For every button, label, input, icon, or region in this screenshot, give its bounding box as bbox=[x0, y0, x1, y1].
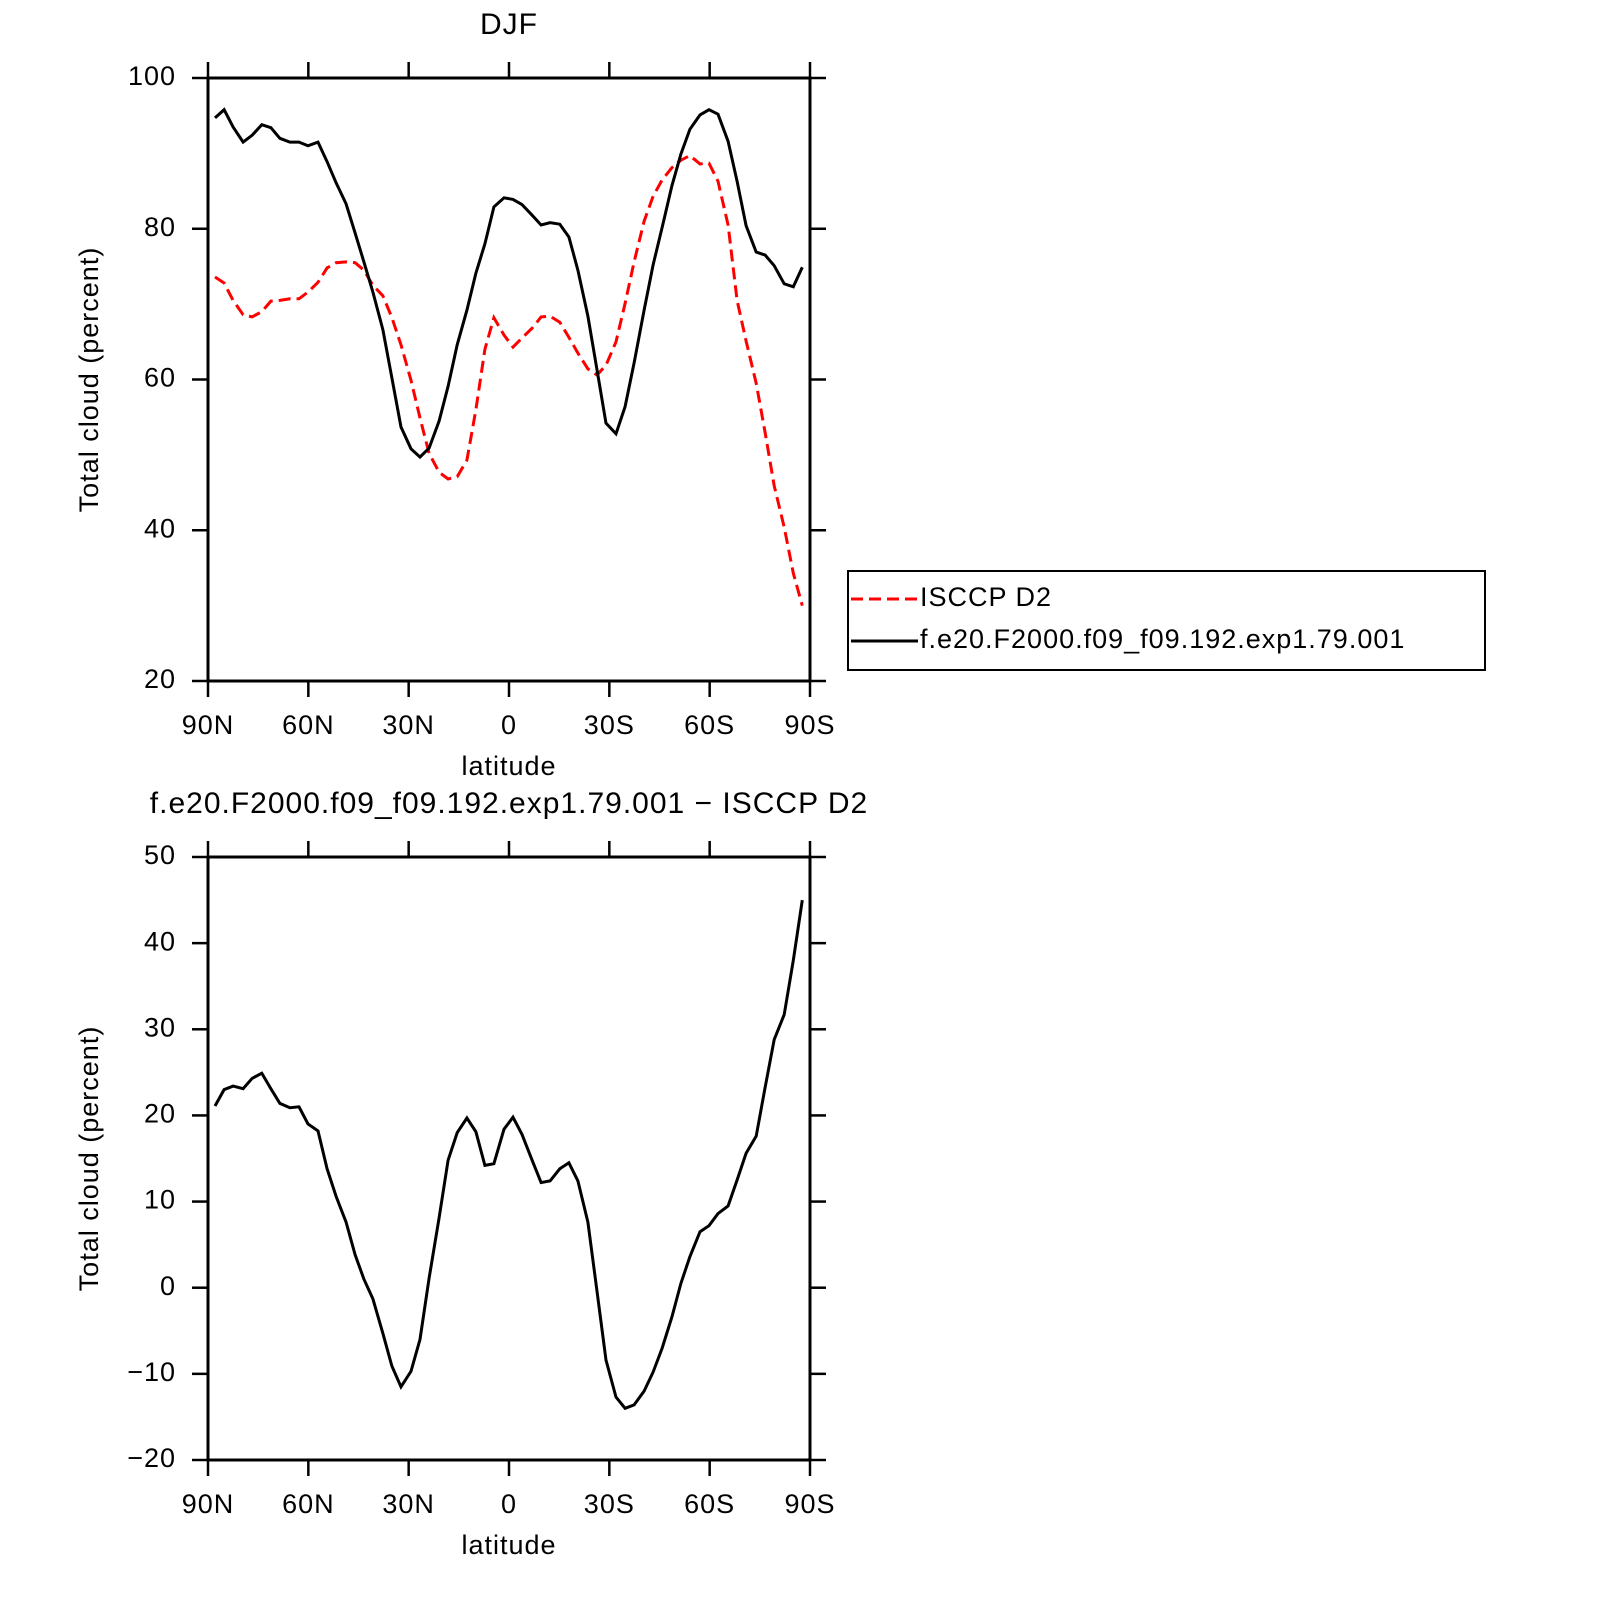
y-axis-label: Total cloud (percent) bbox=[74, 247, 104, 513]
y-tick-label: 20 bbox=[144, 1099, 176, 1129]
legend-label: ISCCP D2 bbox=[920, 582, 1052, 612]
data-line bbox=[213, 107, 804, 460]
legend-box bbox=[847, 570, 1486, 671]
x-tick-label: 0 bbox=[501, 710, 517, 740]
y-tick-label: 60 bbox=[144, 363, 176, 393]
x-tick-label: 90N bbox=[182, 1489, 235, 1519]
x-tick-label: 60S bbox=[684, 1489, 735, 1519]
x-tick-label: 30N bbox=[382, 710, 435, 740]
y-tick-label: 30 bbox=[144, 1012, 176, 1042]
y-tick-label: 50 bbox=[144, 840, 176, 870]
x-axis-label: latitude bbox=[461, 1530, 556, 1560]
y-tick-label: 0 bbox=[160, 1271, 176, 1301]
y-tick-label: 10 bbox=[144, 1185, 176, 1215]
y-axis-label: Total cloud (percent) bbox=[74, 1026, 104, 1292]
chart-title: DJF bbox=[480, 8, 538, 41]
y-tick-label: 40 bbox=[144, 926, 176, 956]
plot-frame bbox=[206, 855, 812, 1462]
y-tick-label: 80 bbox=[144, 212, 176, 242]
x-tick-label: 60S bbox=[684, 710, 735, 740]
x-tick-label: 90N bbox=[182, 710, 235, 740]
data-line bbox=[214, 153, 804, 607]
y-tick-label: −10 bbox=[127, 1357, 176, 1387]
chart-title: f.e20.F2000.f09_f09.192.exp1.79.001 − IS… bbox=[150, 787, 868, 820]
data-line bbox=[213, 899, 804, 1411]
x-tick-label: 90S bbox=[784, 710, 835, 740]
y-tick-label: −20 bbox=[127, 1443, 176, 1473]
x-axis-label: latitude bbox=[461, 751, 556, 781]
y-tick-label: 100 bbox=[128, 61, 176, 91]
x-tick-label: 30S bbox=[584, 710, 635, 740]
x-tick-label: 60N bbox=[282, 1489, 335, 1519]
x-tick-label: 30S bbox=[584, 1489, 635, 1519]
plot-frame bbox=[206, 76, 812, 683]
legend-label: f.e20.F2000.f09_f09.192.exp1.79.001 bbox=[920, 624, 1405, 654]
x-tick-label: 30N bbox=[382, 1489, 435, 1519]
x-tick-label: 90S bbox=[784, 1489, 835, 1519]
y-tick-label: 20 bbox=[144, 664, 176, 694]
y-tick-label: 40 bbox=[144, 513, 176, 543]
x-tick-label: 0 bbox=[501, 1489, 517, 1519]
x-tick-label: 60N bbox=[282, 710, 335, 740]
